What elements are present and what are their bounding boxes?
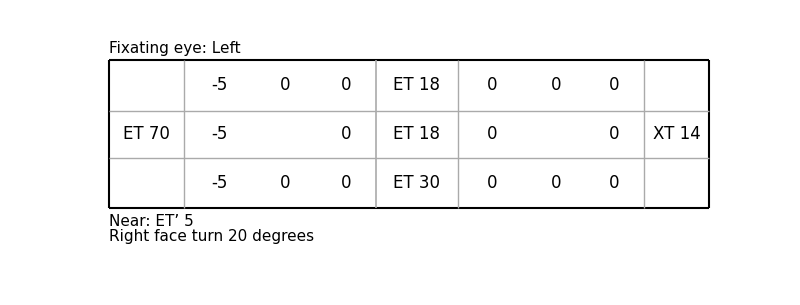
Text: Right face turn 20 degrees: Right face turn 20 degrees <box>110 229 314 244</box>
Text: 0: 0 <box>610 174 620 192</box>
Text: -5: -5 <box>211 174 227 192</box>
Text: 0: 0 <box>610 125 620 143</box>
Text: Near: ET’ 5: Near: ET’ 5 <box>110 214 194 229</box>
Text: 0: 0 <box>550 174 561 192</box>
Text: 0: 0 <box>341 125 351 143</box>
Text: 0: 0 <box>280 76 290 94</box>
Text: ET 30: ET 30 <box>394 174 441 192</box>
Text: Fixating eye: Left: Fixating eye: Left <box>110 41 241 56</box>
Text: -5: -5 <box>211 76 227 94</box>
Text: 0: 0 <box>610 76 620 94</box>
Text: 0: 0 <box>280 174 290 192</box>
Text: ET 18: ET 18 <box>394 76 441 94</box>
Text: ET 70: ET 70 <box>123 125 170 143</box>
Text: 0: 0 <box>487 76 498 94</box>
Text: 0: 0 <box>550 76 561 94</box>
Text: 0: 0 <box>341 76 351 94</box>
Text: 0: 0 <box>487 174 498 192</box>
Text: 0: 0 <box>487 125 498 143</box>
Text: XT 14: XT 14 <box>653 125 701 143</box>
Text: -5: -5 <box>211 125 227 143</box>
Text: ET 18: ET 18 <box>394 125 441 143</box>
Text: 0: 0 <box>341 174 351 192</box>
